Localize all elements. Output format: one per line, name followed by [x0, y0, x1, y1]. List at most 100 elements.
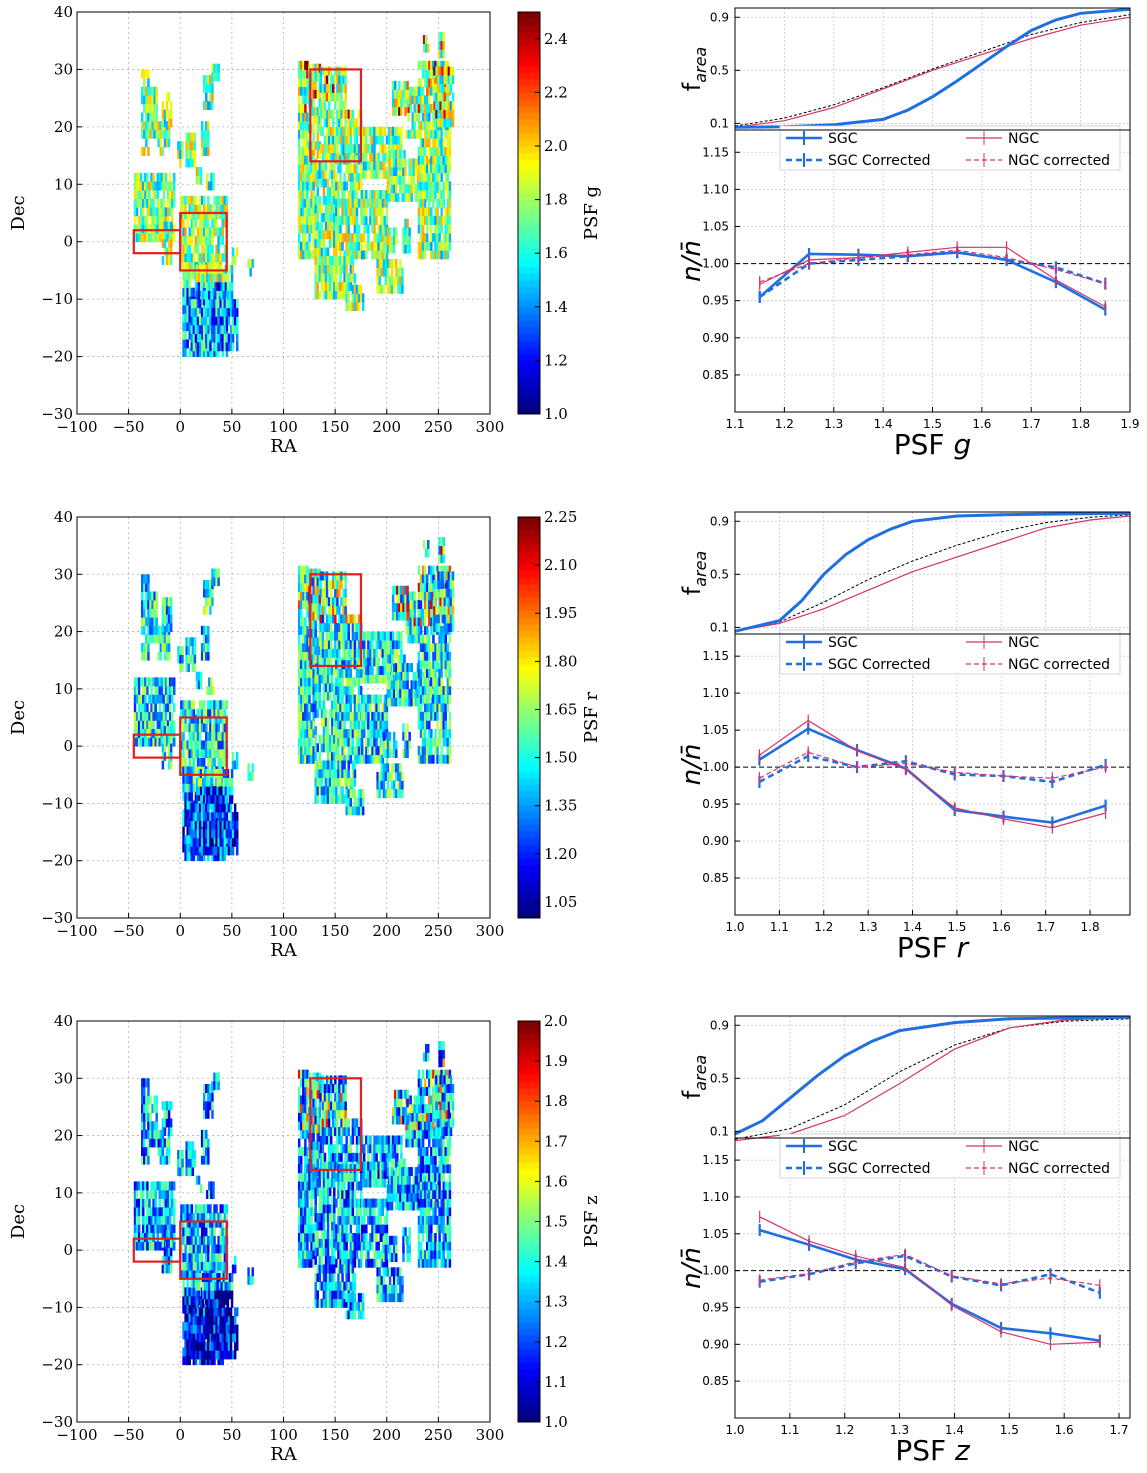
heatmap-cell	[314, 665, 317, 675]
heatmap-cell	[321, 614, 325, 624]
heatmap-cell	[318, 751, 322, 761]
heatmap-cell	[334, 75, 337, 85]
heatmap-cell	[297, 625, 301, 635]
heatmap-cell	[184, 227, 187, 237]
heatmap-cell	[321, 631, 325, 641]
heatmap-cell	[436, 711, 439, 721]
heatmap-cell	[198, 843, 202, 853]
heatmap-cell	[363, 250, 366, 260]
heatmap-cell	[184, 817, 187, 827]
heatmap-cell	[391, 135, 395, 145]
heatmap-cell	[340, 580, 343, 590]
heatmap-cell	[438, 40, 441, 50]
heatmap-cell	[444, 754, 448, 764]
region-box-3	[309, 68, 363, 163]
heatmap-cell	[141, 121, 144, 131]
heatmap-cell	[337, 198, 340, 208]
colorbar-segment	[518, 199, 540, 207]
heatmap-cell	[363, 711, 366, 721]
heatmap-cell	[211, 812, 214, 822]
heatmap-cell	[322, 734, 326, 744]
heatmap-cell	[196, 330, 200, 340]
heatmap-cell	[156, 215, 159, 225]
heatmap-cell	[386, 149, 390, 159]
heatmap-cell	[152, 711, 155, 721]
heatmap-cell	[187, 149, 190, 159]
heatmap-cell	[219, 803, 222, 813]
heatmap-cell	[147, 103, 150, 113]
heatmap-cell	[166, 233, 170, 243]
heatmap-cell	[386, 697, 390, 707]
heatmap-cell	[404, 235, 407, 245]
heatmap-cell	[363, 657, 366, 667]
heatmap-cell	[395, 227, 398, 237]
heatmap-cell	[184, 287, 187, 297]
heatmap-cell	[314, 290, 317, 300]
heatmap-cell	[221, 333, 225, 343]
heatmap-cell	[428, 711, 431, 721]
heatmap-cell	[190, 803, 194, 813]
heatmap-cell	[142, 233, 145, 243]
heatmap-cell	[221, 218, 225, 228]
heatmap-cell	[379, 754, 382, 764]
heatmap-cell	[371, 754, 374, 764]
heatmap-cell	[353, 118, 357, 128]
heatmap-cell	[360, 144, 364, 154]
heatmap-cell	[332, 631, 335, 641]
heatmap-cell	[448, 138, 452, 148]
heatmap-cell	[207, 227, 210, 237]
heatmap-cell	[210, 264, 213, 274]
heatmap-cell	[442, 164, 445, 174]
heatmap-cell	[336, 622, 339, 632]
heatmap-cell	[375, 657, 378, 667]
heatmap-cell	[419, 129, 423, 139]
heatmap-cell	[444, 737, 448, 747]
heatmap-cell	[349, 273, 353, 283]
heatmap-cell	[334, 648, 337, 658]
heatmap-cell	[219, 829, 222, 839]
heatmap-cell	[302, 250, 305, 260]
heatmap-cell	[316, 72, 320, 82]
heatmap-cell	[377, 190, 380, 200]
heatmap-cell	[182, 261, 185, 271]
heatmap-cell	[180, 766, 183, 776]
heatmap-cell	[219, 299, 222, 309]
heatmap-cell	[144, 181, 147, 191]
heatmap-cell	[207, 347, 210, 357]
heatmap-cell	[210, 172, 213, 182]
heatmap-cell	[421, 164, 425, 174]
heatmap-cell	[404, 680, 407, 690]
heatmap-cell	[432, 574, 435, 584]
heatmap-cell	[144, 198, 147, 208]
heatmap-cell	[421, 224, 425, 234]
heatmap-cell	[335, 746, 338, 756]
heatmap-cell	[314, 568, 317, 578]
heatmap-cell	[318, 769, 322, 779]
heatmap-cell	[347, 685, 350, 695]
heatmap-cell	[302, 172, 305, 182]
heatmap-cell	[164, 694, 168, 704]
heatmap-cell	[345, 660, 348, 670]
heatmap-cell	[425, 121, 429, 131]
heatmap-cell	[445, 66, 449, 76]
heatmap-cell	[215, 852, 218, 862]
heatmap-cell	[335, 737, 338, 747]
heatmap-cell	[302, 69, 305, 79]
heatmap-cell	[231, 256, 235, 266]
heatmap-cell	[233, 299, 237, 309]
heatmap-cell	[297, 677, 301, 687]
heatmap-cell	[329, 126, 333, 136]
heatmap-cell	[221, 829, 225, 839]
heatmap-cell	[423, 138, 427, 148]
heatmap-cell	[165, 597, 169, 607]
heatmap-cell	[312, 181, 315, 191]
heatmap-cell	[196, 347, 200, 357]
heatmap-cell	[435, 75, 438, 85]
heatmap-cell	[216, 769, 219, 779]
heatmap-cell	[180, 714, 183, 724]
heatmap-cell	[200, 121, 204, 131]
heatmap-cell	[448, 207, 452, 217]
heatmap-cell	[405, 617, 408, 627]
heatmap-cell	[165, 109, 169, 119]
heatmap-cell	[188, 296, 191, 306]
